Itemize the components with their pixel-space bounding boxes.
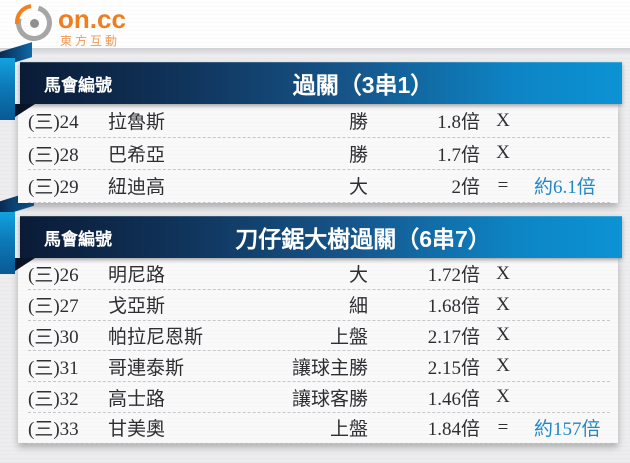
jockey-club-number: (三)28 bbox=[28, 144, 79, 166]
table-row: (三)32 高士路 讓球客勝 1.46倍 X bbox=[28, 382, 610, 413]
table-row: (三)31 哥連泰斯 讓球主勝 2.15倍 X bbox=[28, 351, 610, 383]
cumulative-odds: 約6.1倍 bbox=[534, 177, 596, 199]
jockey-club-number: (三)31 bbox=[28, 357, 79, 379]
operator-symbol: X bbox=[496, 142, 510, 164]
odds-value: 2.17倍 bbox=[427, 326, 480, 348]
table2-header: 馬會編號 刀仔鋸大樹過關（6串7） bbox=[20, 216, 622, 258]
odds-value: 1.68倍 bbox=[427, 296, 480, 318]
jockey-club-number: (三)30 bbox=[28, 326, 79, 348]
table1-body: (三)24 拉魯斯 勝 1.8倍 X (三)28 巴希亞 勝 1.7倍 X (三… bbox=[18, 104, 618, 203]
table2-title: 刀仔鋸大樹過關（6串7） bbox=[235, 226, 491, 252]
bet-type: 細 bbox=[348, 296, 368, 318]
operator-symbol: X bbox=[496, 293, 510, 315]
logo-subtitle: 東方互動 bbox=[60, 34, 121, 48]
operator-symbol: X bbox=[496, 262, 510, 284]
table1-header: 馬會編號 過關（3串1） bbox=[20, 62, 622, 104]
table-row: (三)26 明尼路 大 1.72倍 X bbox=[28, 259, 610, 290]
odds-value: 1.46倍 bbox=[427, 388, 480, 410]
team-name: 帕拉尼恩斯 bbox=[108, 326, 204, 348]
table-row: (三)30 帕拉尼恩斯 上盤 2.17倍 X bbox=[28, 321, 610, 352]
table2-body: (三)26 明尼路 大 1.72倍 X (三)27 戈亞斯 細 1.68倍 X … bbox=[18, 258, 618, 444]
operator-symbol: X bbox=[496, 355, 510, 377]
oncc-logo: on.cc 東方互動 bbox=[7, 0, 204, 48]
bet-type: 上盤 bbox=[329, 326, 368, 348]
bet-type: 上盤 bbox=[329, 419, 368, 441]
table-row: (三)33 甘美奧 上盤 1.84倍 = 約157倍 bbox=[28, 413, 610, 444]
table-row: (三)27 戈亞斯 細 1.68倍 X bbox=[28, 290, 610, 321]
operator-symbol: = bbox=[497, 174, 509, 196]
odds-value: 1.7倍 bbox=[437, 144, 480, 166]
top-divider bbox=[0, 48, 630, 54]
team-name: 戈亞斯 bbox=[108, 296, 166, 318]
jockey-club-number: (三)33 bbox=[28, 419, 79, 441]
jockey-club-number: (三)24 bbox=[28, 112, 79, 134]
bet-type: 大 bbox=[348, 265, 368, 287]
oncc-logo-icon bbox=[7, 0, 59, 48]
jockey-club-number: (三)29 bbox=[28, 177, 79, 199]
jockey-club-number: (三)27 bbox=[28, 296, 79, 318]
team-name: 高士路 bbox=[108, 388, 166, 410]
operator-symbol: = bbox=[497, 416, 509, 438]
bet-type: 勝 bbox=[348, 112, 368, 134]
ribbon-tail-1 bbox=[0, 58, 15, 120]
bet-type: 讓球主勝 bbox=[291, 357, 368, 379]
logo-brand-text: on.cc bbox=[58, 4, 126, 34]
odds-value: 1.72倍 bbox=[427, 265, 480, 287]
cumulative-odds: 約157倍 bbox=[534, 419, 601, 441]
logo-center-dot bbox=[30, 19, 39, 28]
odds-value: 2倍 bbox=[451, 177, 480, 199]
team-name: 甘美奧 bbox=[108, 419, 166, 441]
table-row: (三)28 巴希亞 勝 1.7倍 X bbox=[28, 138, 610, 171]
team-name: 巴希亞 bbox=[108, 144, 166, 166]
bet-type: 大 bbox=[348, 177, 368, 199]
odds-value: 2.15倍 bbox=[427, 357, 480, 379]
team-name: 哥連泰斯 bbox=[108, 357, 185, 379]
table1-header-left-label: 馬會編號 bbox=[44, 75, 112, 95]
table1-title: 過關（3串1） bbox=[292, 72, 434, 98]
operator-symbol: X bbox=[496, 324, 510, 346]
odds-value: 1.8倍 bbox=[437, 112, 480, 134]
operator-symbol: X bbox=[496, 386, 510, 408]
team-name: 拉魯斯 bbox=[108, 112, 166, 134]
operator-symbol: X bbox=[496, 109, 510, 131]
bet-type: 讓球客勝 bbox=[291, 388, 368, 410]
team-name: 紐迪高 bbox=[108, 177, 166, 199]
table-row: (三)29 紐迪高 大 2倍 = 約6.1倍 bbox=[28, 170, 610, 203]
table-row: (三)24 拉魯斯 勝 1.8倍 X bbox=[28, 105, 610, 138]
table2-header-left-label: 馬會編號 bbox=[44, 229, 112, 249]
bet-type: 勝 bbox=[348, 144, 368, 166]
jockey-club-number: (三)26 bbox=[28, 265, 79, 287]
odds-value: 1.84倍 bbox=[427, 419, 480, 441]
jockey-club-number: (三)32 bbox=[28, 388, 79, 410]
team-name: 明尼路 bbox=[108, 265, 166, 287]
ribbon-tail-2 bbox=[0, 212, 15, 274]
